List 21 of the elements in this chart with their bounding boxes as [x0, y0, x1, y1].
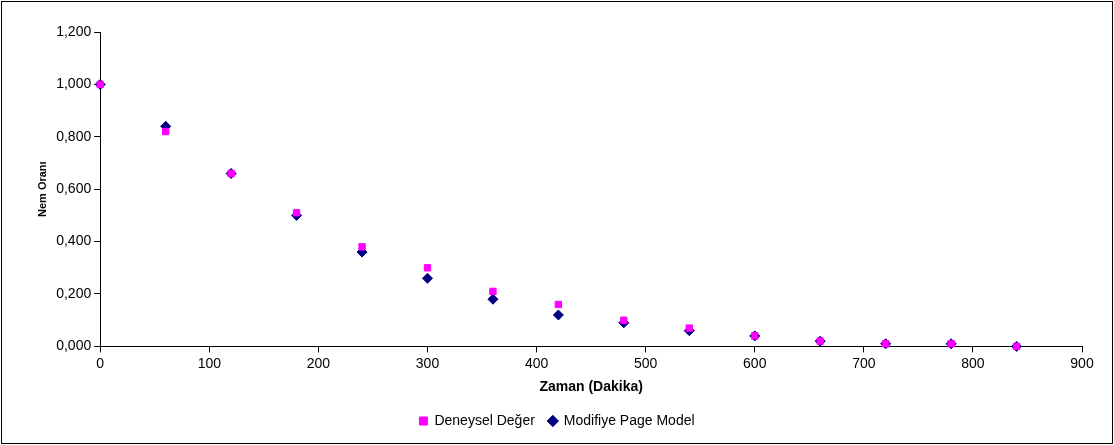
y-tick-label: 0,000	[56, 337, 92, 354]
x-tick-label: 900	[1070, 354, 1094, 371]
x-tick-label: 100	[197, 354, 222, 371]
y-tick-label: 1,200	[56, 22, 92, 39]
y-tick-label: 1,000	[56, 75, 92, 92]
y-axis-title: Nem Oranı	[35, 161, 48, 218]
x-axis-title: Zaman (Dakika)	[539, 378, 643, 395]
x-tick-label: 200	[306, 354, 331, 371]
y-tick-label: 0,800	[56, 127, 92, 144]
x-tick-label: 800	[961, 354, 985, 371]
legend-label: Deneysel Değer	[434, 411, 536, 428]
legend-label: Modifiye Page Model	[563, 411, 695, 428]
x-tick-label: 700	[852, 354, 876, 371]
y-tick-label: 0,400	[56, 232, 92, 249]
y-tick-label: 0,600	[56, 180, 92, 197]
x-tick-label: 300	[415, 354, 440, 371]
x-tick-label: 600	[743, 354, 767, 371]
y-tick-label: 0,200	[56, 284, 92, 301]
x-tick-label: 500	[633, 354, 658, 371]
x-tick-label: 400	[524, 354, 549, 371]
x-tick-label: 0	[96, 354, 105, 371]
